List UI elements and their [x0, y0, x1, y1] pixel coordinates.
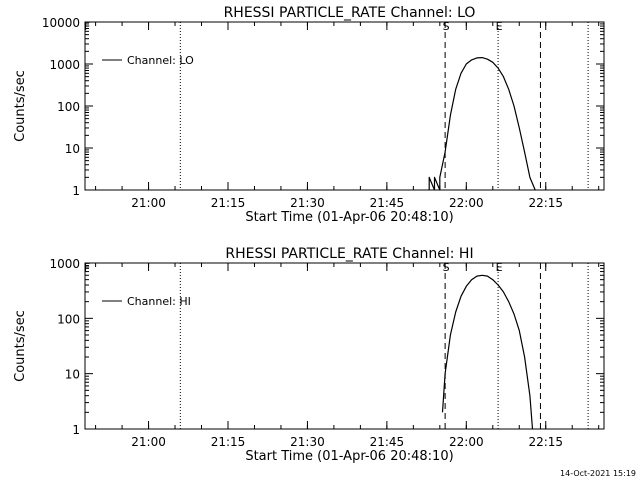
x-tick-label: 21:15 — [211, 196, 246, 210]
x-axis-label: Start Time (01-Apr-06 20:48:10) — [245, 449, 453, 464]
x-tick-label: 22:15 — [528, 435, 563, 449]
x-axis-label: Start Time (01-Apr-06 20:48:10) — [245, 210, 453, 225]
y-tick-label: 1 — [72, 184, 80, 198]
x-tick-label: 21:30 — [290, 435, 325, 449]
x-tick-label: 21:45 — [370, 196, 405, 210]
x-tick-label: 22:00 — [449, 435, 484, 449]
x-tick-label: 22:15 — [528, 196, 563, 210]
y-tick-label: 10 — [65, 368, 80, 382]
y-tick-label: 1000 — [49, 257, 80, 271]
marker-label-f: F — [84, 261, 90, 274]
y-tick-label: 100 — [57, 100, 80, 114]
y-tick-label: 1 — [72, 423, 80, 437]
marker-label-f: F — [84, 20, 90, 33]
x-tick-label: 21:45 — [370, 435, 405, 449]
chart-title: RHESSI PARTICLE_RATE Channel: HI — [225, 246, 473, 262]
y-axis-label: Counts/sec — [13, 310, 28, 382]
x-tick-label: 21:15 — [211, 435, 246, 449]
chart-panel-1: RHESSI PARTICLE_RATE Channel: LO 1 10 100 10… — [13, 5, 605, 225]
series-line-1 — [441, 274, 534, 430]
chart-panel-2: RHESSI PARTICLE_RATE Channel: HI 1 10 100 10… — [13, 246, 605, 464]
marker-label-s: S — [443, 261, 450, 274]
y-tick-label: 100 — [57, 312, 80, 326]
series-line-1 — [428, 56, 536, 191]
footer-timestamp: 14-Oct-2021 15:19 — [560, 469, 636, 478]
y-axis-label: Counts/sec — [13, 70, 28, 142]
marker-label-e: E — [496, 20, 503, 33]
x-tick-label: 21:00 — [131, 196, 166, 210]
y-tick-label: 10000 — [42, 16, 80, 30]
x-tick-label: 22:00 — [449, 196, 484, 210]
legend-label: Channel: LO — [127, 54, 194, 67]
x-tick-label: 21:00 — [131, 435, 166, 449]
chart-title: RHESSI PARTICLE_RATE Channel: LO — [224, 5, 476, 21]
legend-label: Channel: HI — [127, 295, 191, 308]
marker-label-s: S — [443, 20, 450, 33]
y-tick-label: 1000 — [49, 58, 80, 72]
plot-frame — [84, 21, 605, 191]
y-tick-label: 10 — [65, 142, 80, 156]
marker-label-e: E — [496, 261, 503, 274]
plot-frame — [84, 262, 605, 430]
x-tick-label: 21:30 — [290, 196, 325, 210]
